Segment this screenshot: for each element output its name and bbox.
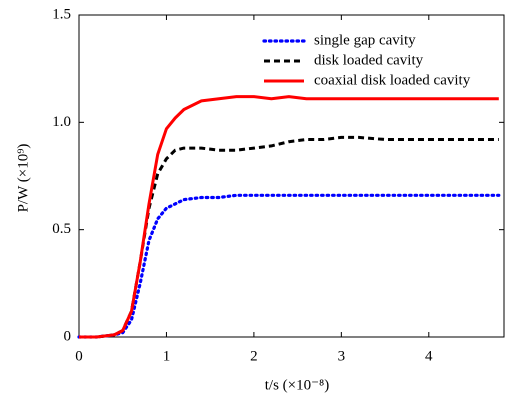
x-axis-label: t/s (×10⁻⁸) (265, 377, 330, 393)
x-tick-label: 4 (425, 348, 433, 364)
x-tick-label: 1 (163, 348, 171, 364)
x-tick-label: 3 (338, 348, 346, 364)
plot-frame (78, 14, 505, 338)
y-tick-label: 0.5 (52, 221, 71, 237)
series-line (77, 193, 501, 339)
y-axis-label: P/W (×10⁹) (15, 144, 31, 213)
legend-label: disk loaded cavity (314, 52, 424, 68)
y-tick-label: 1.0 (52, 114, 71, 130)
x-tick-label: 0 (75, 348, 83, 364)
x-tick-label: 2 (250, 348, 258, 364)
y-tick-label: 1.5 (52, 6, 71, 22)
series-line (79, 135, 499, 339)
y-tick-label: 0 (64, 328, 72, 344)
legend-label: coaxial disk loaded cavity (314, 72, 471, 88)
series-line (79, 95, 499, 339)
legend-label: single gap cavity (314, 32, 416, 48)
